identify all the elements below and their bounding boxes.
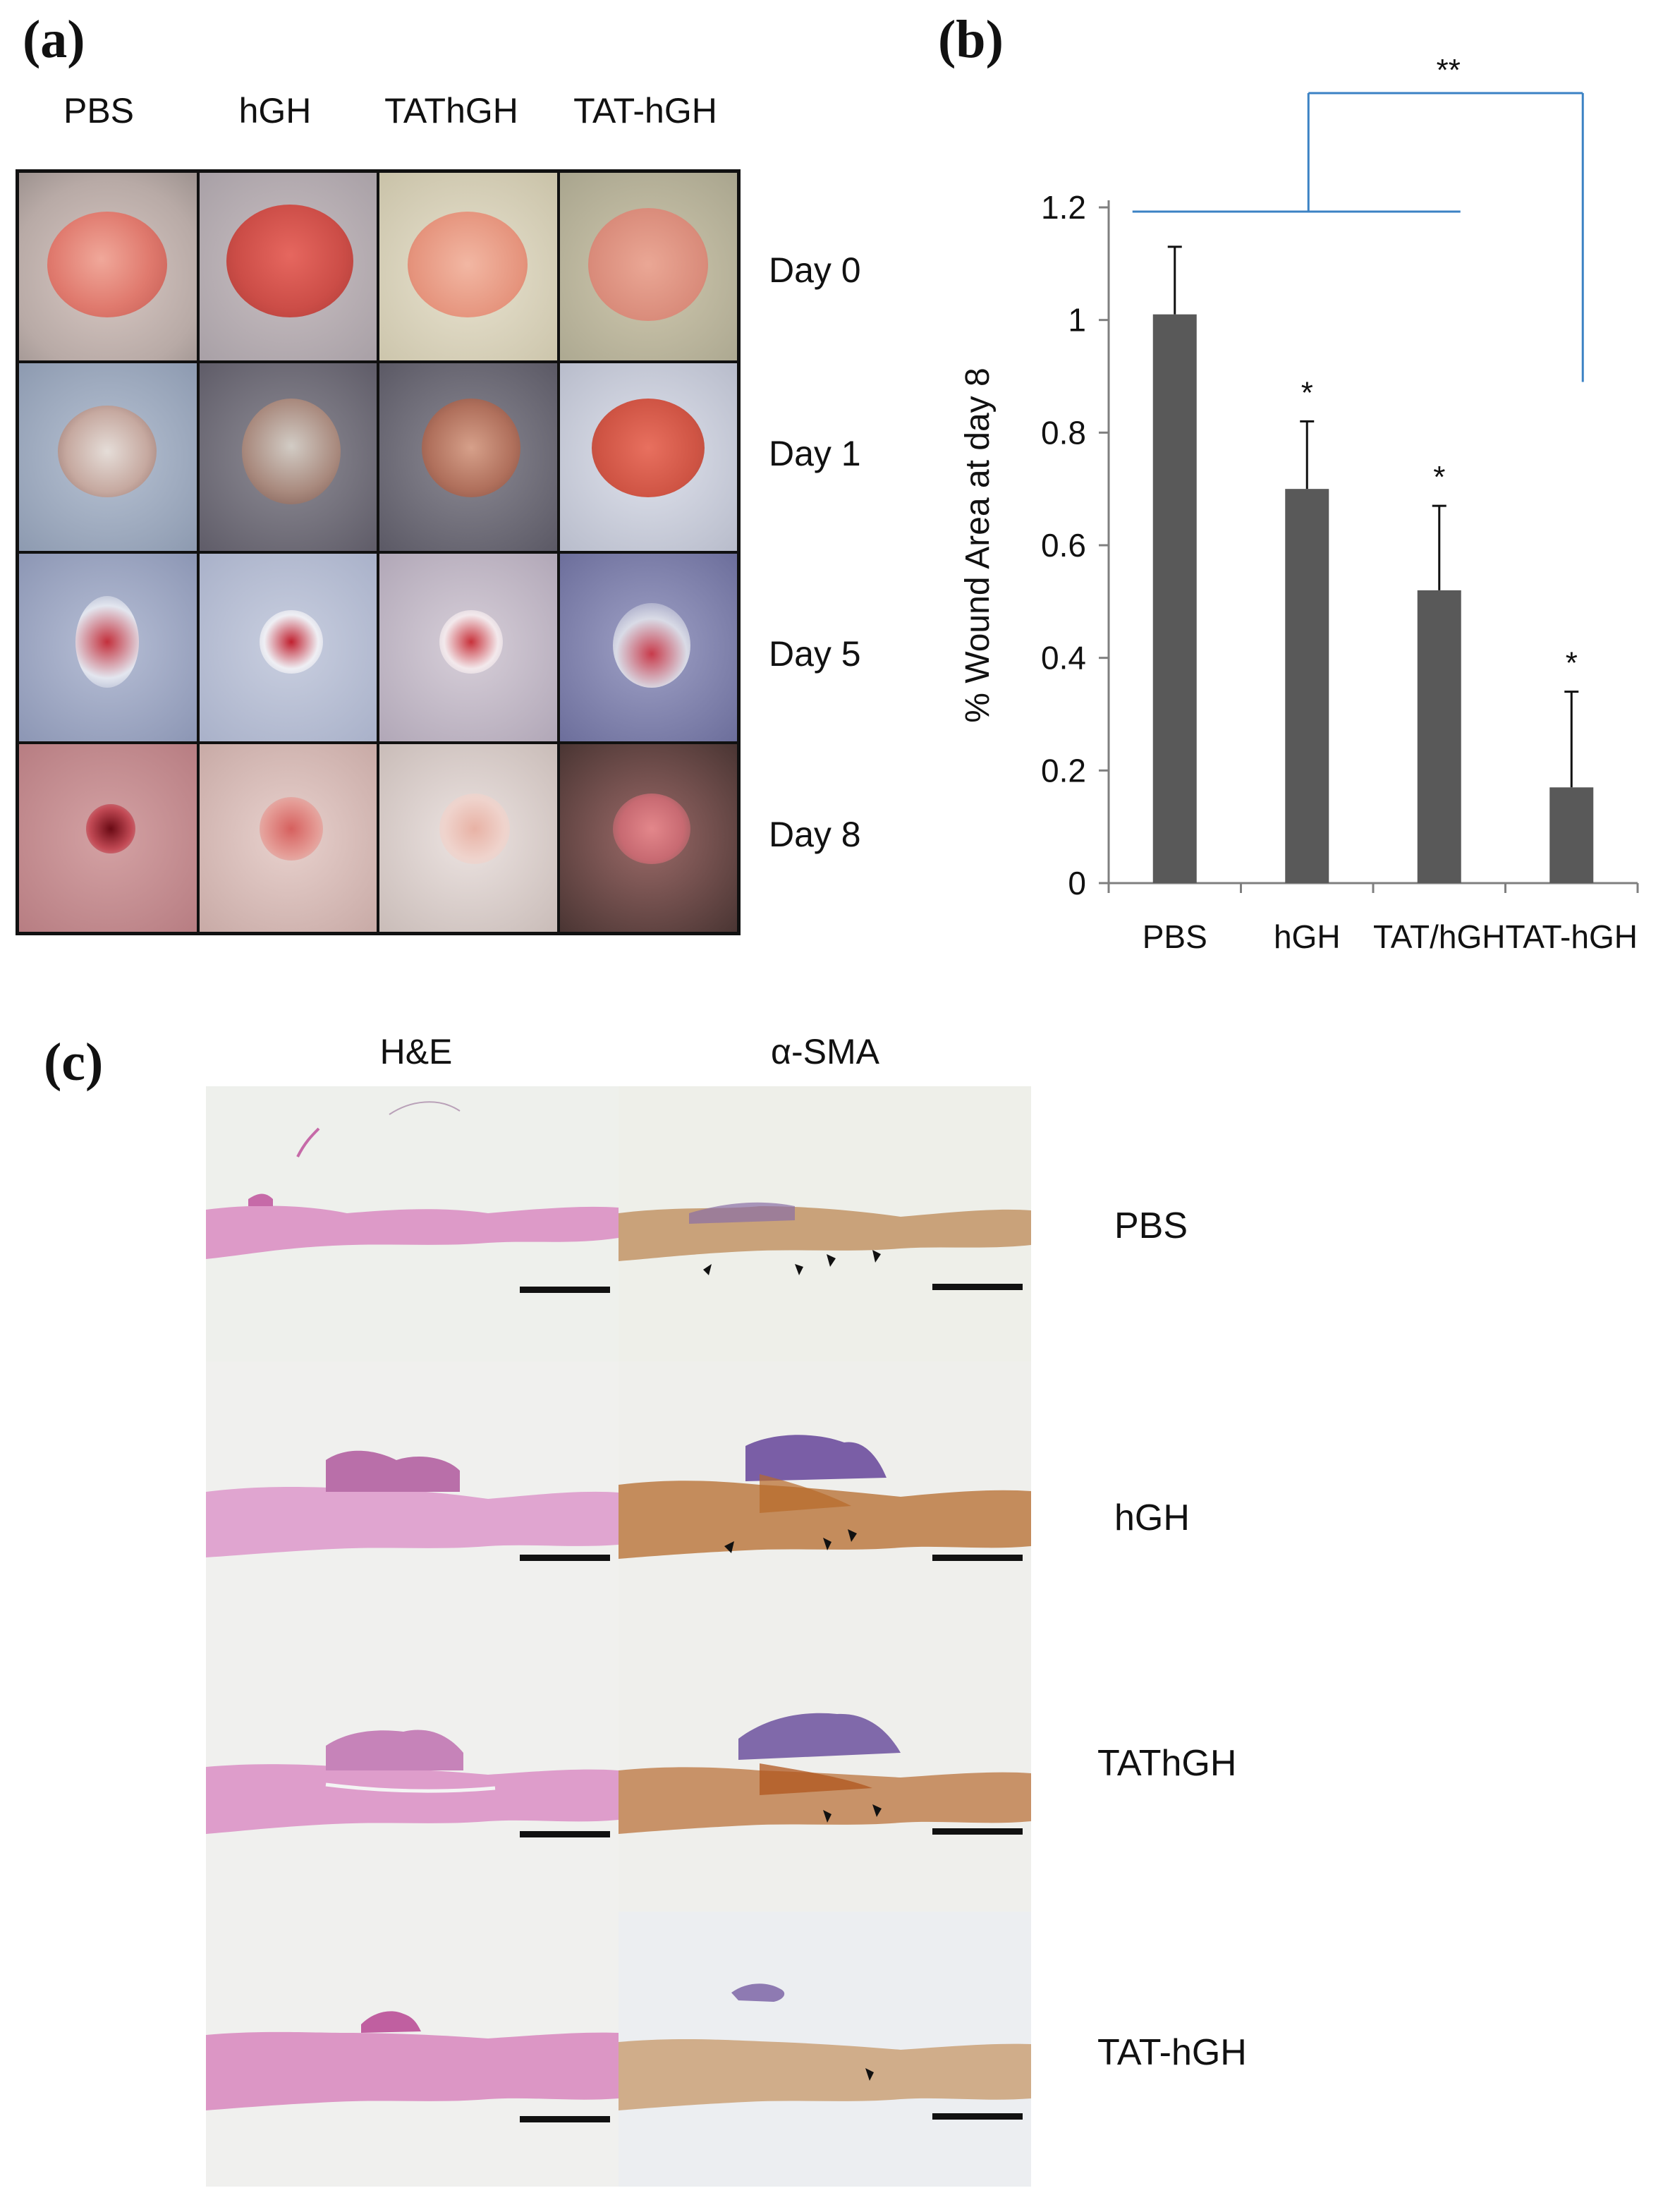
histology-sma-tat-hgh bbox=[619, 1912, 1031, 2187]
wound-photo-grid bbox=[16, 169, 741, 935]
histology-grid bbox=[206, 1086, 1031, 2187]
y-tick-label: 1 bbox=[1068, 302, 1086, 339]
x-category-label: TAT/hGH bbox=[1373, 918, 1505, 955]
panel-a-letter: (a) bbox=[23, 10, 85, 69]
wound-area-bar-chart: 0 0.2 0.4 0.6 0.8 1 1.2 % Wound Area at day 8 PB… bbox=[959, 53, 1639, 955]
bar-pbs bbox=[1152, 314, 1197, 883]
panel-c-row-tat-hgh: TAT-hGH bbox=[1097, 2032, 1247, 2073]
histology-he-tat-hgh bbox=[206, 1912, 619, 2187]
wound-photo-hgh-day0 bbox=[197, 171, 378, 362]
panel-c-column-alpha-sma: α-SMA bbox=[771, 1032, 879, 1071]
wound-photo-tathgh-day8 bbox=[378, 743, 559, 933]
significance-mark: * bbox=[1566, 646, 1578, 681]
x-category-label: PBS bbox=[1143, 918, 1207, 955]
histology-sma-pbs bbox=[619, 1086, 1031, 1361]
x-category-label: hGH bbox=[1274, 918, 1341, 955]
y-axis-label: % Wound Area at day 8 bbox=[959, 367, 997, 722]
wound-photo-hgh-day1 bbox=[197, 362, 378, 552]
panel-c-letter: (c) bbox=[44, 1033, 104, 1092]
wound-photo-pbs-day1 bbox=[18, 362, 198, 552]
wound-photo-tathgh-day0 bbox=[378, 171, 559, 362]
wound-photo-pbs-day5 bbox=[18, 552, 198, 743]
panel-c-row-pbs: PBS bbox=[1114, 1205, 1188, 1246]
y-tick-label: 0.8 bbox=[1041, 414, 1086, 451]
panel-a-row-day0: Day 0 bbox=[769, 250, 861, 290]
wound-photo-tat-hgh-day5 bbox=[558, 552, 738, 743]
panel-a-column-pbs: PBS bbox=[63, 91, 135, 130]
panel-a-row-day5: Day 5 bbox=[769, 634, 861, 674]
wound-photo-tat-hgh-day1 bbox=[558, 362, 738, 552]
panel-c-row-hgh: hGH bbox=[1114, 1497, 1190, 1538]
panel-a-column-tathgh: TAThGH bbox=[384, 91, 518, 130]
y-tick-label: 1.2 bbox=[1041, 189, 1086, 226]
significance-mark: * bbox=[1301, 375, 1313, 410]
panel-a-row-day1: Day 1 bbox=[769, 434, 861, 473]
significance-mark: * bbox=[1433, 460, 1445, 494]
bar-tat-hgh bbox=[1417, 590, 1461, 883]
wound-photo-tathgh-day1 bbox=[378, 362, 559, 552]
wound-photo-pbs-day8 bbox=[18, 743, 198, 933]
bar-hgh bbox=[1285, 489, 1329, 883]
wound-photo-hgh-day8 bbox=[197, 743, 378, 933]
panel-c-column-he: H&E bbox=[379, 1032, 453, 1071]
panel-a-column-hgh: hGH bbox=[238, 91, 312, 130]
histology-sma-hgh bbox=[619, 1361, 1031, 1636]
significance-top-mark: ** bbox=[1437, 53, 1461, 87]
histology-he-hgh bbox=[206, 1361, 619, 1636]
y-tick-label: 0 bbox=[1068, 865, 1086, 901]
panel-a-column-tat-hgh: TAT-hGH bbox=[573, 91, 717, 130]
wound-photo-hgh-day5 bbox=[197, 552, 378, 743]
wound-photo-tathgh-day5 bbox=[378, 552, 559, 743]
panel-b-letter: (b) bbox=[938, 10, 1004, 69]
wound-photo-tat-hgh-day8 bbox=[558, 743, 738, 933]
x-category-label: TAT-hGH bbox=[1506, 918, 1638, 955]
bar-tat-hgh bbox=[1549, 787, 1594, 883]
histology-he-tathgh bbox=[206, 1636, 619, 1912]
wound-photo-tat-hgh-day0 bbox=[558, 171, 738, 362]
panel-a-row-day8: Day 8 bbox=[769, 815, 861, 854]
y-tick-label: 0.4 bbox=[1041, 640, 1086, 676]
panel-c-row-tathgh: TAThGH bbox=[1097, 1743, 1237, 1784]
histology-he-pbs bbox=[206, 1086, 619, 1361]
histology-sma-tathgh bbox=[619, 1636, 1031, 1912]
y-tick-label: 0.2 bbox=[1041, 752, 1086, 789]
wound-photo-pbs-day0 bbox=[18, 171, 198, 362]
y-tick-label: 0.6 bbox=[1041, 527, 1086, 564]
